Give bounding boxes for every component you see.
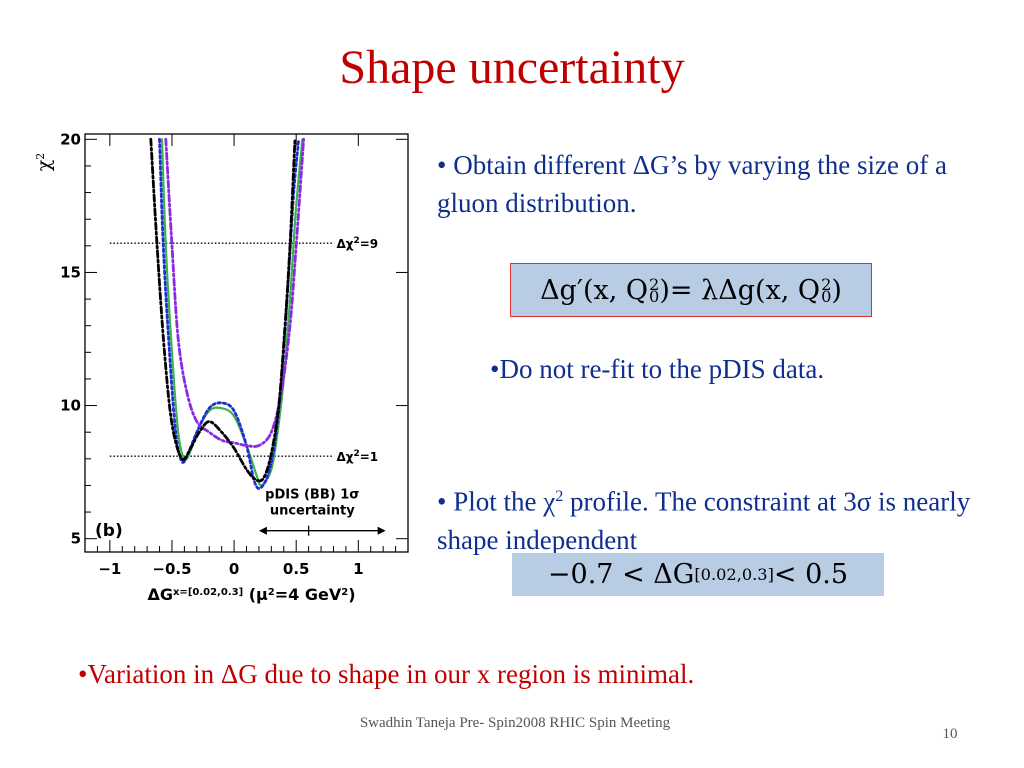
eq1-rhs: = λΔg(x, Q 2 0)	[669, 274, 842, 306]
eq2-left: −0.7 < ΔG	[547, 559, 695, 590]
y-tick-label: 5	[71, 530, 81, 548]
pdis-band-arrow-right	[377, 526, 386, 535]
bullet-plot-chi2-profile: • Plot the χ2 profile. The constraint at…	[437, 477, 997, 559]
reference-lines: Δχ2=9 Δχ2=1	[109, 236, 378, 464]
series-line	[164, 137, 305, 448]
y-tick-label: 10	[60, 397, 81, 415]
series-lines	[149, 137, 305, 490]
series-line	[149, 137, 297, 483]
page-number: 10	[942, 726, 958, 742]
eq2-superscript: [0.02,0.3]	[694, 565, 774, 584]
x-tick-label: −1	[98, 560, 121, 578]
y-tick-label: 15	[60, 263, 81, 281]
x-tick-label: 0.5	[283, 560, 310, 578]
equation-constraint: −0.7 < ΔG [0.02,0.3] < 0.5	[512, 553, 884, 596]
y-axis-label: χ2	[33, 153, 55, 172]
series-line	[160, 138, 304, 487]
eq1-lhs: Δg′(x, Q 2 0)	[540, 274, 670, 306]
x-tick-label: 1	[353, 560, 363, 578]
panel-label: (b)	[95, 521, 123, 541]
x-tick-label: 0	[229, 560, 239, 578]
reference-line-label: Δχ2=9	[336, 236, 378, 251]
reference-line-label: Δχ2=1	[336, 449, 378, 464]
y-tick-label: 20	[60, 130, 81, 148]
x-axis-label: ΔGx=[0.02,0.3] (μ2=4 GeV2)	[147, 585, 355, 604]
conclusion-note: •Variation in ΔG due to shape in our x r…	[78, 659, 695, 689]
bullet-obtain-different-delta-g: • Obtain different ΔG’s by varying the s…	[437, 150, 947, 218]
eq2-right: < 0.5	[773, 559, 849, 590]
bullet3-text-start: • Plot the χ	[437, 486, 556, 517]
plot-border	[84, 133, 409, 553]
x-tick-label: −0.5	[152, 560, 191, 578]
pdis-band-label-2: uncertainty	[270, 504, 355, 519]
slide-title: Shape uncertainty	[339, 41, 685, 94]
bullet3-superscript: 2	[555, 487, 564, 505]
bullet-do-not-refit: •Do not re-fit to the pDIS data.	[490, 354, 825, 384]
plot-frame	[84, 133, 409, 553]
equation-scaling: Δg′(x, Q 2 0) = λΔg(x, Q 2 0)	[510, 263, 872, 317]
pdis-band-label: pDIS (BB) 1σ	[265, 488, 359, 503]
pdis-band-arrow-left	[258, 526, 267, 535]
footer-text: Swadhin Taneja Pre- Spin2008 RHIC Spin M…	[359, 715, 671, 731]
bullet3-text-end: profile. The constraint at 3σ is nearly …	[437, 486, 971, 555]
